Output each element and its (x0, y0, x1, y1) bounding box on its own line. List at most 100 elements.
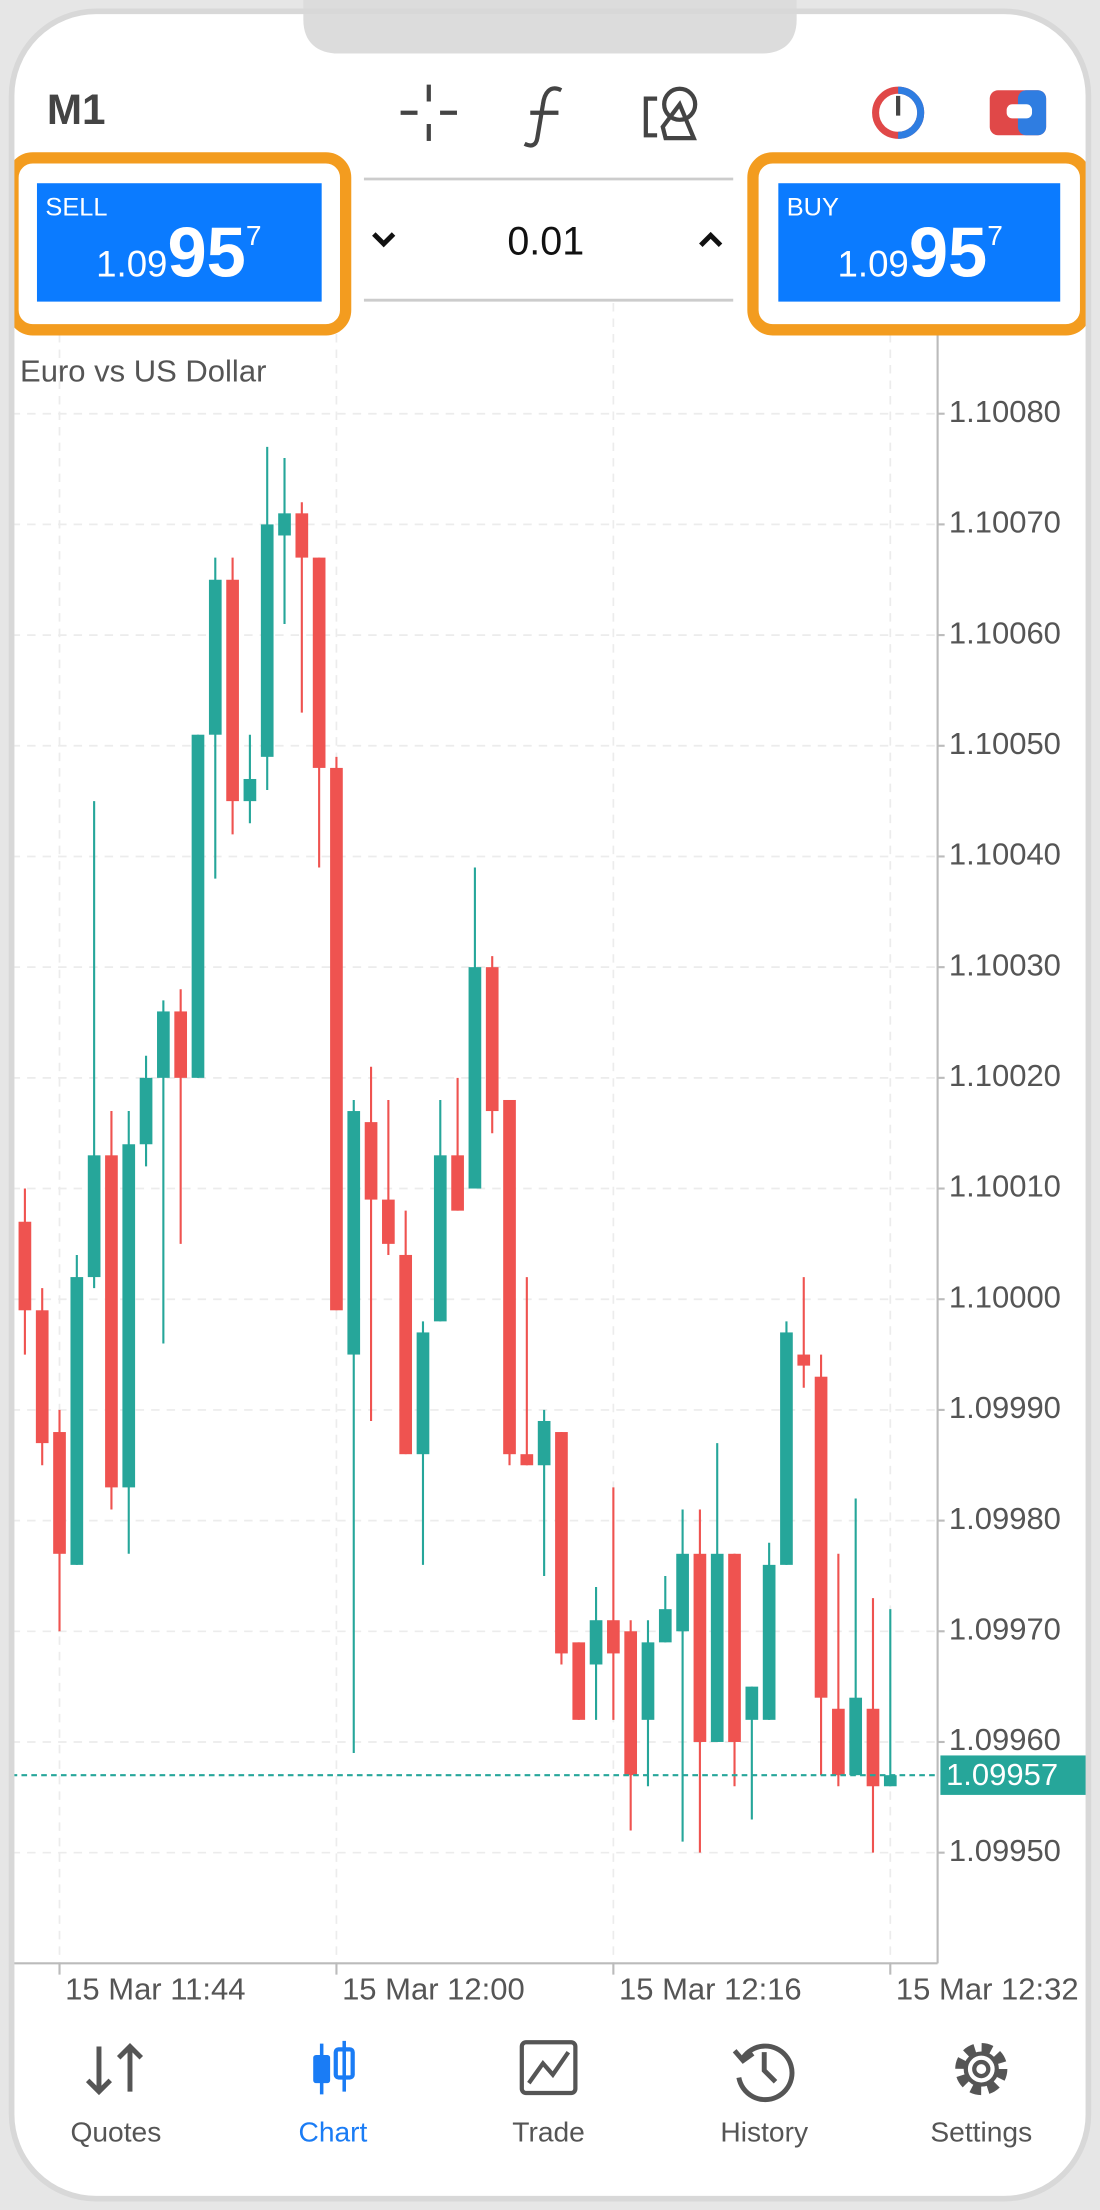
tab-icon (972, 2059, 991, 2079)
y-tick-label: 1.10080 (949, 394, 1061, 429)
tab-icon (313, 2054, 331, 2084)
buy-price-big: 95 (909, 212, 987, 291)
candle-body (555, 1432, 568, 1654)
tab-label: Chart (299, 2115, 368, 2147)
y-tick-label: 1.09990 (949, 1390, 1061, 1425)
crosshair-button[interactable] (400, 84, 457, 141)
candle-body (347, 1111, 361, 1355)
sell-price: 1.09957 (96, 212, 261, 291)
candle-body (174, 1011, 188, 1078)
last-price-label: 1.09957 (946, 1757, 1058, 1792)
buy-button[interactable]: BUY 1.09957 (747, 152, 1089, 336)
sell-price-main: 1.09 (96, 243, 167, 284)
candle-body (35, 1310, 49, 1444)
chart: Euro vs US Dollar 1.09950 1.09960 1.09970 1… (11, 303, 1089, 2007)
candle-body (295, 513, 309, 558)
y-tick-label: 1.10010 (949, 1169, 1061, 1204)
tab-label: Quotes (70, 2115, 161, 2147)
candle-body (607, 1620, 620, 1654)
y-tick-label: 1.09960 (949, 1722, 1061, 1757)
candle-body (87, 1155, 101, 1278)
buy-price-small: 7 (987, 219, 1003, 251)
tab-icon (963, 2051, 999, 2087)
screen-background (11, 11, 1089, 2199)
y-tick-label: 1.09970 (949, 1611, 1061, 1646)
candle-body (208, 579, 222, 735)
lot-decrease-button[interactable] (372, 232, 396, 248)
lot-size[interactable]: 0.01 (507, 219, 584, 263)
x-tick-label: 15 Mar 12:00 (342, 1972, 525, 2007)
y-tick-label: 1.10030 (949, 947, 1061, 982)
candle-body (157, 1011, 170, 1078)
indicators-button[interactable] (523, 86, 563, 148)
y-tick-label: 1.10020 (949, 1058, 1061, 1093)
candle-body (503, 1099, 516, 1455)
x-tick-label: 15 Mar 11:44 (65, 1972, 245, 2007)
candle-body (728, 1553, 741, 1742)
candle-body (399, 1254, 413, 1455)
tab-label: Trade (512, 2115, 585, 2147)
candle-body (745, 1686, 759, 1720)
candle-body (312, 557, 326, 768)
buy-price-main: 1.09 (838, 243, 909, 284)
trade-toggle-button[interactable] (989, 90, 1047, 136)
tab-icon (955, 2042, 1008, 2096)
candle-body (866, 1708, 880, 1787)
candle-body (849, 1697, 863, 1776)
tab-label: Settings (930, 2115, 1032, 2147)
y-tick-label: 1.09980 (949, 1501, 1061, 1536)
candle-body (814, 1376, 828, 1698)
candle-body (122, 1144, 136, 1488)
candle-body (710, 1553, 724, 1742)
candle-body (572, 1642, 586, 1720)
tab-button[interactable]: Chart (299, 2040, 368, 2147)
sell-label: SELL (45, 193, 107, 221)
tab-icon (732, 2043, 795, 2103)
x-tick-label: 15 Mar 12:16 (619, 1972, 802, 2007)
candle-body (105, 1155, 118, 1488)
one-click-button[interactable] (872, 86, 925, 139)
candle-body (416, 1332, 430, 1455)
candle-body (191, 734, 205, 1078)
candle-body (382, 1199, 395, 1244)
plot-area (11, 303, 938, 1964)
tab-button[interactable]: Quotes (70, 2043, 161, 2148)
lot-increase-button[interactable] (699, 231, 723, 247)
candle-body (433, 1155, 447, 1322)
sell-price-big: 95 (167, 212, 245, 291)
buy-price: 1.09957 (838, 212, 1003, 291)
candle-body (624, 1631, 638, 1776)
candle-body (658, 1609, 672, 1643)
notch (303, 0, 797, 54)
phone-border (8, 8, 1092, 2202)
objects-button[interactable] (643, 86, 698, 141)
candle-body (243, 778, 257, 802)
tab-icon (527, 2050, 571, 2085)
sell-price-small: 7 (246, 219, 262, 251)
timeframe-button[interactable]: M1 (47, 86, 106, 133)
tab-label: History (720, 2115, 809, 2147)
candle-body (641, 1642, 655, 1720)
candle-body (693, 1553, 707, 1742)
sell-button[interactable]: SELL 1.09957 (11, 152, 352, 336)
tab-button[interactable]: Settings (930, 2042, 1032, 2147)
y-tick-label: 1.09950 (949, 1833, 1061, 1868)
y-tick-label: 1.10070 (949, 505, 1061, 540)
candle-body (832, 1708, 845, 1776)
candle-body (589, 1620, 603, 1665)
x-tick-label: 15 Mar 12:32 (896, 1972, 1079, 2007)
candle-body (330, 767, 343, 1311)
chart-title: Euro vs US Dollar (20, 354, 266, 389)
tab-button[interactable]: History (720, 2043, 809, 2147)
y-tick-label: 1.10000 (949, 1279, 1061, 1314)
y-tick-label: 1.10060 (949, 615, 1061, 650)
candle-body (537, 1420, 551, 1466)
candle-body (451, 1155, 464, 1211)
candle-body (226, 579, 239, 802)
candle-body (780, 1332, 793, 1565)
tab-button[interactable]: Trade (512, 2040, 585, 2147)
buy-label: BUY (787, 193, 839, 221)
candle-body (485, 967, 499, 1112)
candle-body (53, 1432, 66, 1554)
